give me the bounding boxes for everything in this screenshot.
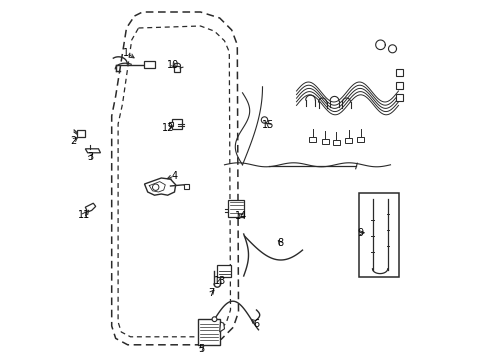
FancyBboxPatch shape	[169, 122, 173, 126]
Circle shape	[212, 317, 217, 321]
FancyBboxPatch shape	[322, 139, 328, 144]
FancyBboxPatch shape	[198, 319, 220, 345]
Text: 14: 14	[235, 211, 247, 221]
Text: 12: 12	[161, 123, 174, 133]
FancyBboxPatch shape	[395, 82, 402, 89]
Text: 8: 8	[277, 238, 283, 248]
Polygon shape	[144, 178, 175, 195]
Text: 4: 4	[171, 171, 177, 181]
Text: 13: 13	[213, 276, 225, 286]
FancyBboxPatch shape	[77, 130, 85, 137]
Polygon shape	[85, 203, 96, 212]
FancyBboxPatch shape	[309, 137, 315, 141]
Text: 2: 2	[70, 136, 76, 146]
Text: 6: 6	[253, 319, 259, 329]
Text: 15: 15	[262, 120, 274, 130]
FancyBboxPatch shape	[395, 69, 402, 76]
Text: 3: 3	[87, 152, 93, 162]
FancyBboxPatch shape	[358, 193, 398, 277]
Polygon shape	[85, 149, 101, 153]
FancyBboxPatch shape	[217, 265, 231, 277]
Text: 9: 9	[357, 228, 363, 238]
FancyBboxPatch shape	[172, 119, 182, 129]
Text: 7: 7	[208, 288, 214, 298]
Polygon shape	[219, 322, 224, 332]
FancyBboxPatch shape	[183, 184, 189, 189]
FancyBboxPatch shape	[345, 138, 351, 143]
FancyBboxPatch shape	[228, 200, 244, 217]
FancyBboxPatch shape	[333, 140, 339, 145]
Text: 10: 10	[167, 60, 179, 70]
FancyBboxPatch shape	[174, 66, 180, 72]
Text: 1: 1	[123, 48, 129, 58]
Circle shape	[152, 184, 159, 190]
FancyBboxPatch shape	[357, 137, 363, 141]
FancyBboxPatch shape	[395, 94, 402, 101]
Circle shape	[261, 117, 267, 123]
Text: 5: 5	[198, 344, 204, 354]
Text: 11: 11	[78, 210, 90, 220]
FancyBboxPatch shape	[143, 61, 155, 68]
